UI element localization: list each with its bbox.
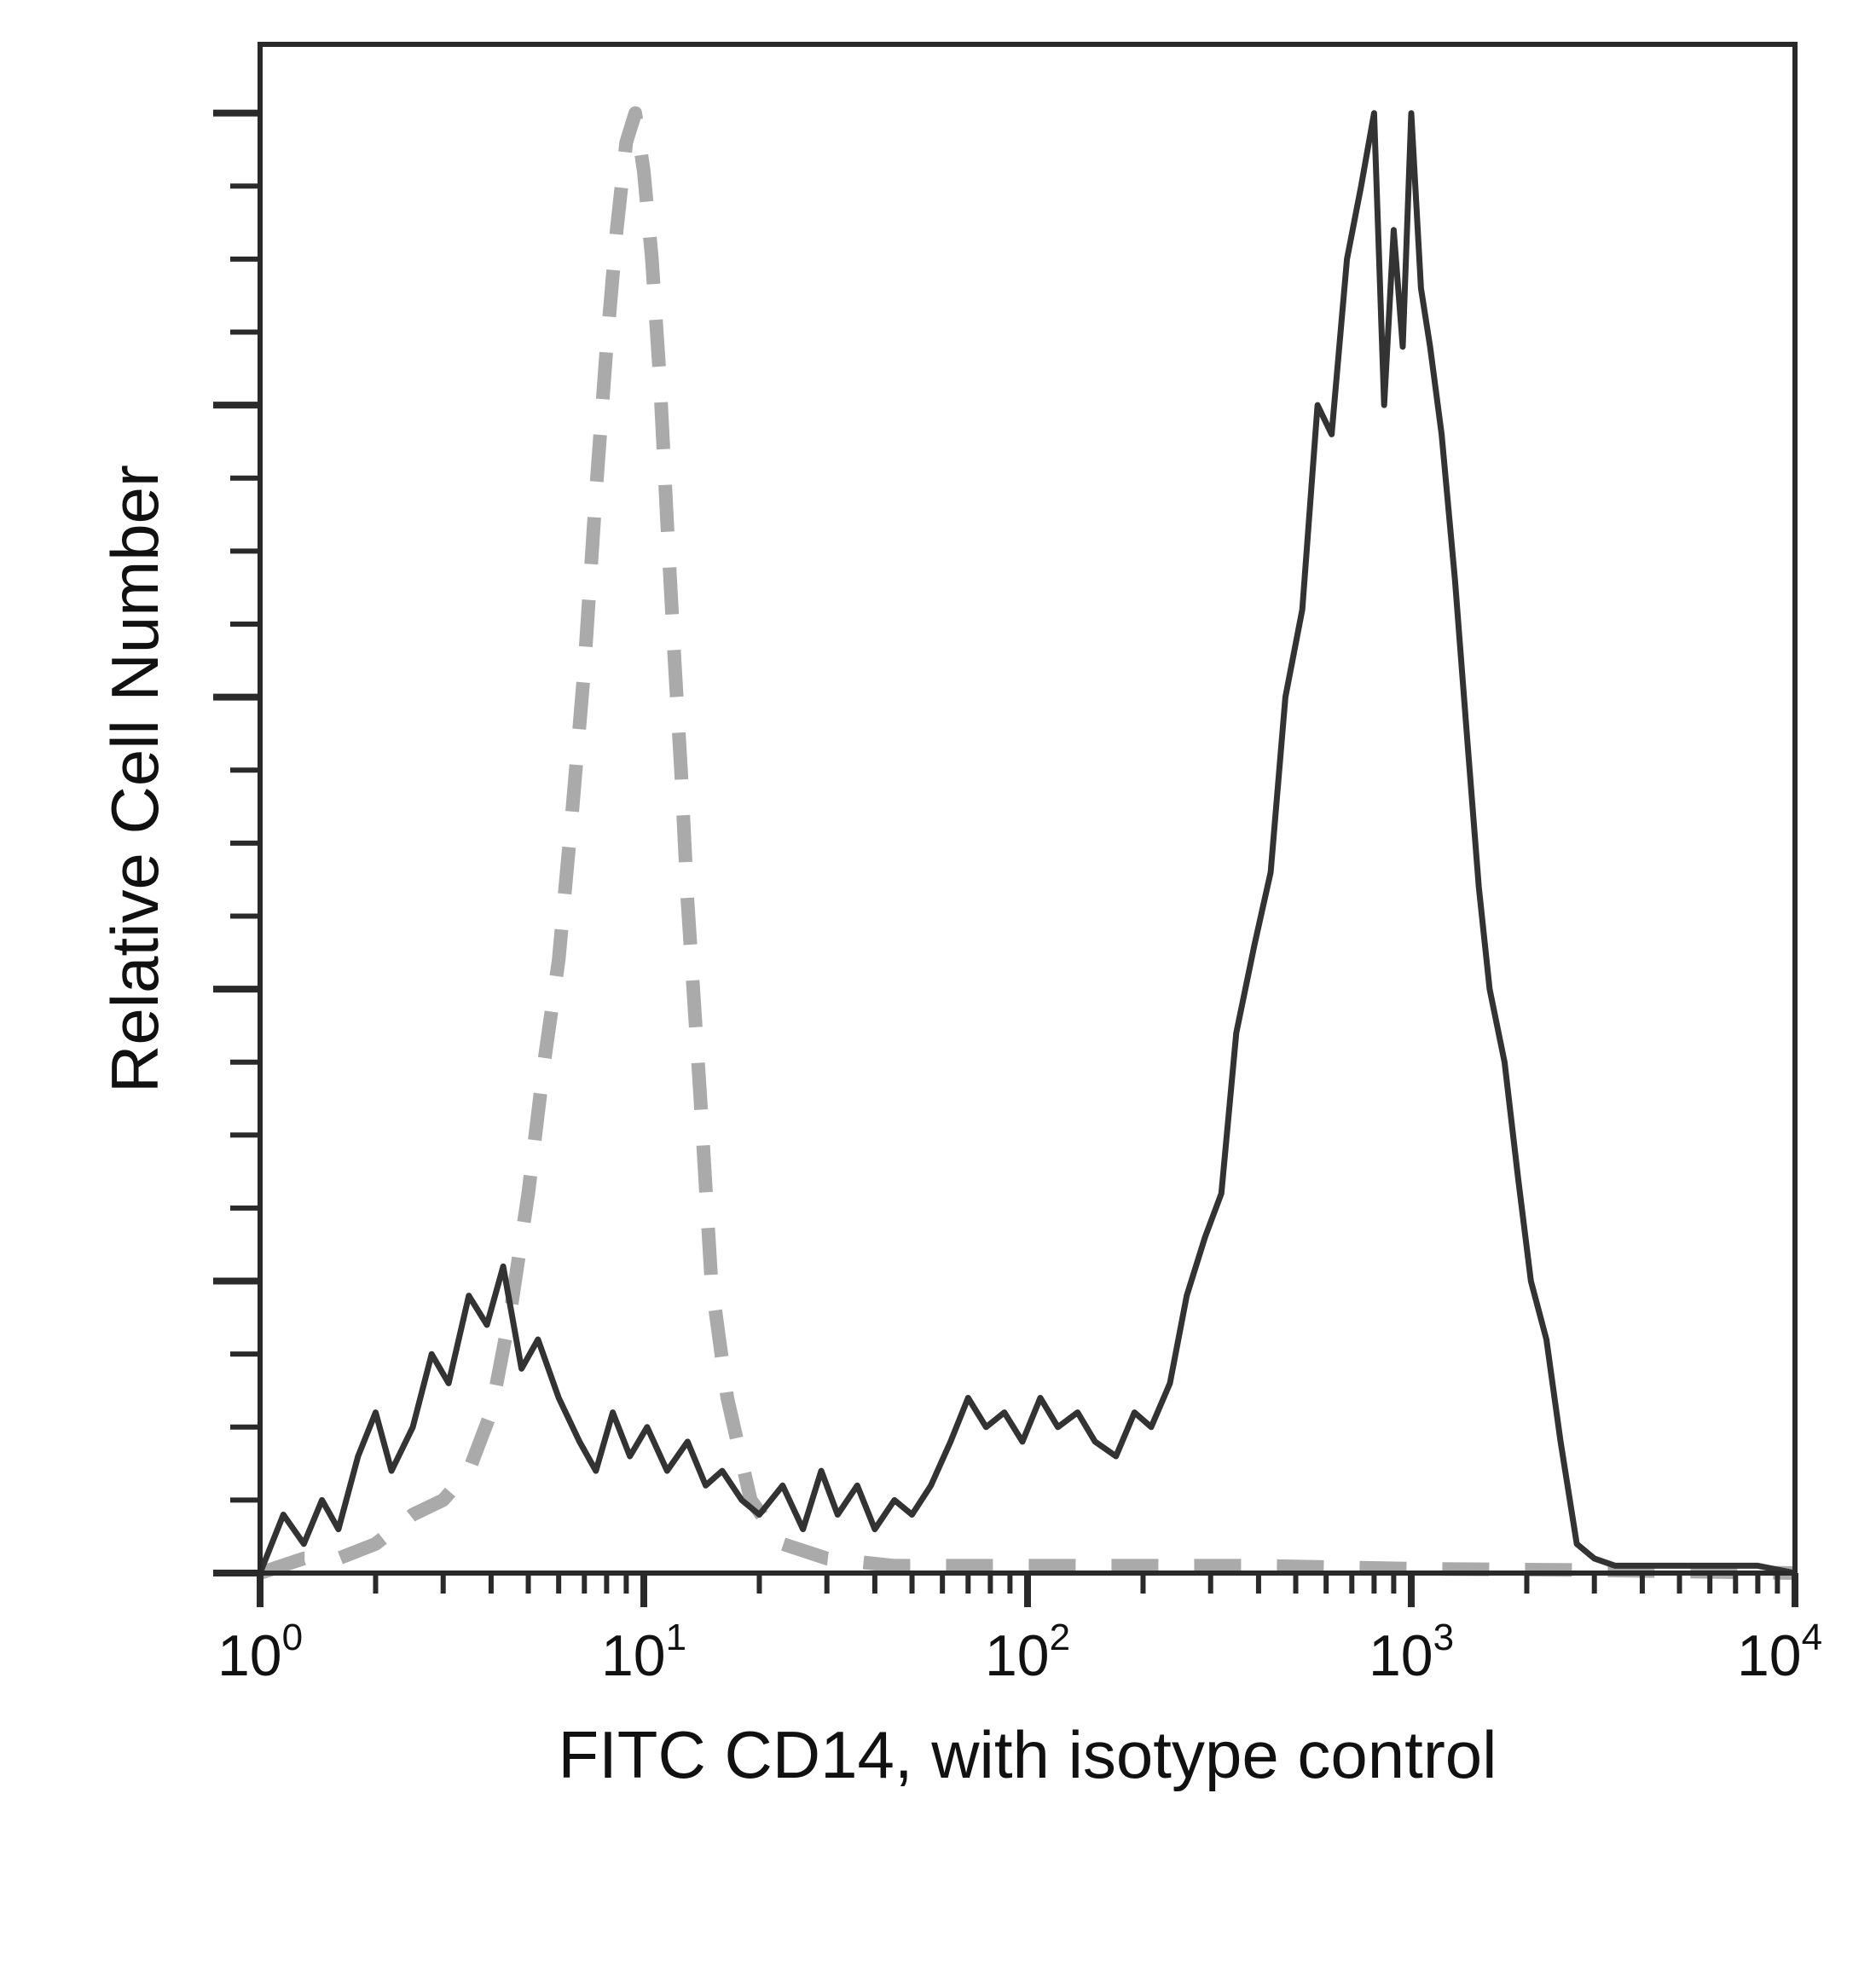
isotype-control-curve: [258, 106, 1796, 1580]
x-tick-label: 104: [1737, 1617, 1822, 1688]
x-tick-label: 100: [217, 1617, 303, 1688]
plot-area: 100 101 102 103 104: [213, 42, 1822, 1688]
x-tick-label: 101: [601, 1617, 686, 1688]
x-tick-label: 102: [985, 1617, 1070, 1688]
y-axis-ticks: [213, 109, 260, 1576]
x-axis-tick-labels: 100 101 102 103 104: [217, 1617, 1822, 1688]
fitc-cd14-curve: [257, 110, 1796, 1576]
y-axis-title: Relative Cell Number: [97, 465, 172, 1093]
x-axis-title: FITC CD14, with isotype control: [558, 1717, 1497, 1792]
x-tick-label: 103: [1369, 1617, 1454, 1688]
x-axis-ticks: [257, 1573, 1798, 1607]
plot-frame: [258, 42, 1798, 1576]
series-layer: [257, 106, 1796, 1580]
